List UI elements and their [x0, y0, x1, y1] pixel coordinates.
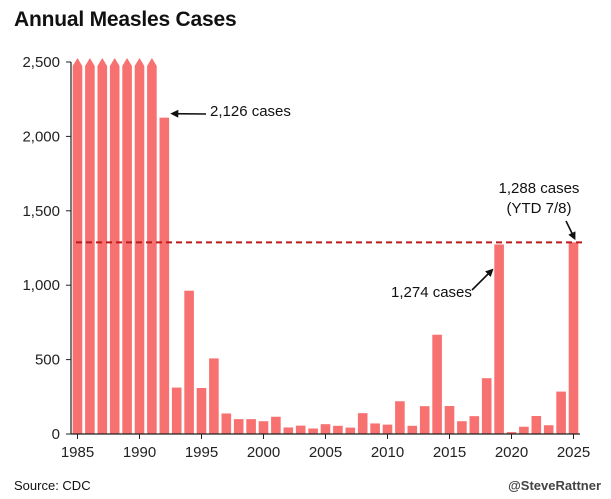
bar-2020	[506, 432, 517, 434]
bar-2000	[258, 421, 269, 434]
bar-2006	[333, 425, 343, 434]
bar-2005	[320, 424, 331, 434]
bar-2004	[308, 428, 318, 434]
bar-2022	[531, 415, 542, 434]
bar-2016	[457, 421, 467, 434]
bar-2021	[519, 426, 529, 434]
annotation-2019: 1,274 cases	[391, 284, 472, 301]
x-tick-label: 1985	[61, 444, 94, 461]
y-tick-label: 500	[35, 352, 60, 369]
bar-2014	[432, 334, 442, 434]
x-tick-label: 2005	[309, 444, 342, 461]
bar-1988	[109, 58, 120, 434]
chart-title: Annual Measles Cases	[14, 8, 237, 31]
y-tick-label: 0	[52, 426, 60, 443]
bars-group	[72, 58, 579, 435]
x-tick-label: 2025	[557, 444, 590, 461]
annotation-1992: 2,126 cases	[210, 103, 291, 120]
bar-1994	[184, 290, 194, 434]
annotation-arrow-2025	[565, 220, 576, 241]
x-tick-label: 2015	[433, 444, 466, 461]
credit-handle: @SteveRattner	[508, 478, 601, 493]
bar-2003	[295, 425, 306, 434]
bar-1991	[147, 58, 157, 434]
bar-2023	[543, 425, 554, 434]
bar-1987	[97, 58, 108, 434]
bar-1989	[122, 58, 132, 434]
annotations-group: 2,126 cases 1,274 cases 1,288 cases (YTD 7/…	[76, 103, 584, 301]
axes-group: 0 500 1,000 1,500 2,000 2,500 1985 1990 1995 2000…	[22, 54, 590, 461]
bar-1985	[72, 58, 83, 434]
bar-2017	[469, 416, 480, 434]
y-tick-label: 2,000	[22, 128, 60, 145]
bar-2018	[481, 378, 492, 434]
annotation-2025-line1: 1,288 cases	[499, 180, 580, 197]
y-tick-label: 1,500	[22, 203, 60, 220]
annotation-2025-line2: (YTD 7/8)	[506, 200, 571, 217]
bar-2009	[370, 423, 380, 434]
bar-2002	[283, 427, 294, 434]
bar-2025	[568, 242, 579, 434]
bar-2008	[357, 413, 368, 434]
bar-2010	[382, 424, 393, 434]
bar-1996	[209, 358, 219, 434]
bar-2001	[271, 416, 281, 434]
x-tick-label: 2000	[247, 444, 280, 461]
bar-1998	[233, 419, 244, 434]
x-tick-label: 1995	[185, 444, 218, 461]
bar-2015	[444, 406, 455, 434]
bar-2007	[345, 427, 356, 434]
bar-2019	[494, 244, 504, 434]
bar-1990	[134, 58, 145, 434]
bar-2012	[407, 425, 418, 434]
bar-1997	[221, 413, 232, 434]
bar-1999	[246, 419, 256, 434]
x-tick-label: 2020	[495, 444, 528, 461]
y-tick-label: 1,000	[22, 277, 60, 294]
x-tick-label: 1990	[123, 444, 156, 461]
bar-1992	[159, 117, 170, 435]
y-tick-label: 2,500	[22, 54, 60, 71]
bar-2013	[419, 406, 430, 434]
x-tick-label: 2010	[371, 444, 404, 461]
bar-2024	[556, 391, 566, 434]
bar-2011	[395, 401, 405, 434]
source-note: Source: CDC	[14, 478, 91, 493]
bar-1986	[85, 58, 95, 434]
annotation-arrow-2019	[471, 268, 494, 291]
bar-1995	[196, 388, 207, 434]
bar-1993	[171, 387, 182, 434]
